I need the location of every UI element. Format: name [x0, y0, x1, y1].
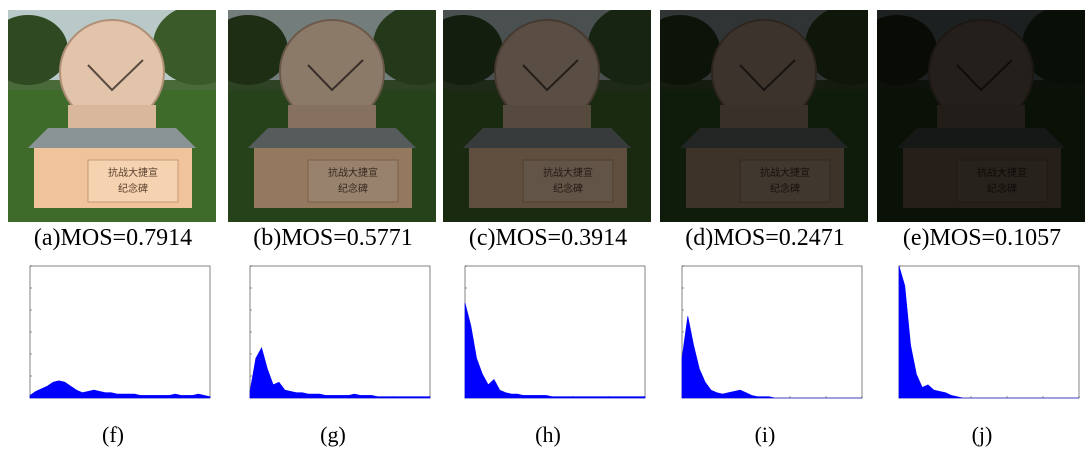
histogram-label: (i): [754, 422, 776, 447]
mos-caption: (b)MOS=0.5771: [253, 225, 413, 251]
mos-caption: (c)MOS=0.3914: [468, 225, 628, 251]
svg-text:纪念碑: 纪念碑: [338, 182, 368, 195]
svg-text:抗战大捷宣: 抗战大捷宣: [543, 166, 593, 179]
histogram-chart: [877, 262, 1086, 417]
histogram-chart: [660, 262, 870, 417]
plot-frame: [464, 265, 646, 399]
mos-caption: (a)MOS=0.7914: [33, 225, 193, 251]
plot-frame: [898, 265, 1080, 399]
svg-text:纪念碑: 纪念碑: [118, 182, 148, 195]
svg-text:纪念碑: 纪念碑: [987, 182, 1017, 195]
histogram-area: [898, 265, 1079, 399]
svg-text:抗战大捷宣: 抗战大捷宣: [328, 166, 378, 179]
histogram-area: [249, 347, 431, 399]
svg-text:纪念碑: 纪念碑: [770, 182, 800, 195]
monument-photo: 抗战大捷宣 纪念碑: [8, 10, 216, 222]
monument-photo: 抗战大捷宣 纪念碑: [877, 10, 1085, 222]
histogram-label: (h): [535, 422, 561, 447]
histogram-label: (g): [320, 422, 346, 447]
histogram-chart: [228, 262, 438, 417]
svg-text:抗战大捷宣: 抗战大捷宣: [108, 166, 158, 179]
histogram-area: [29, 380, 211, 399]
monument-photo: 抗战大捷宣 纪念碑: [660, 10, 868, 222]
plot-frame: [249, 265, 431, 399]
svg-text:纪念碑: 纪念碑: [553, 182, 583, 195]
histogram-chart: [443, 262, 653, 417]
mos-caption: (d)MOS=0.2471: [685, 225, 845, 251]
histogram-label: (f): [102, 422, 124, 447]
histogram-area: [681, 316, 862, 399]
histogram-area: [464, 302, 646, 399]
mos-caption: (e)MOS=0.1057: [902, 225, 1062, 251]
plot-frame: [29, 265, 211, 399]
svg-text:抗战大捷宣: 抗战大捷宣: [977, 166, 1027, 179]
histogram-label: (j): [971, 422, 993, 447]
plot-frame: [681, 265, 863, 399]
svg-text:抗战大捷宣: 抗战大捷宣: [760, 166, 810, 179]
monument-photo: 抗战大捷宣 纪念碑: [228, 10, 436, 222]
histogram-chart: [8, 262, 218, 417]
monument-photo: 抗战大捷宣 纪念碑: [443, 10, 651, 222]
